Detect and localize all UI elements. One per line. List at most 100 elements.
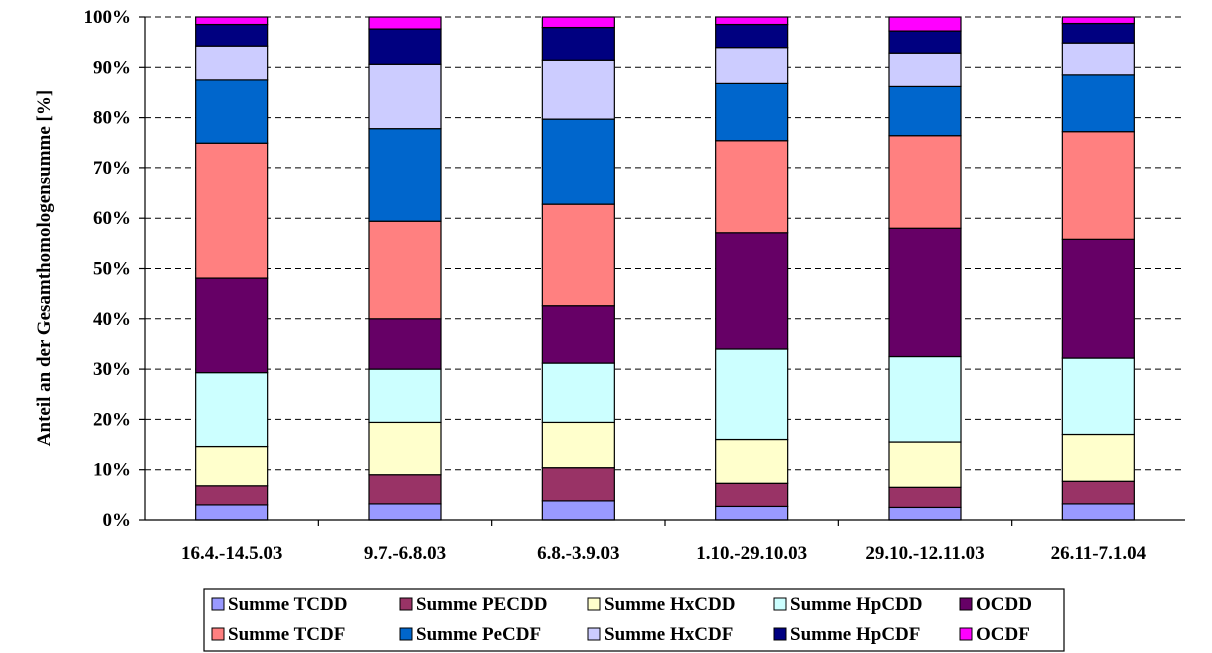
bar-segment [541, 26, 615, 61]
bar-segment [715, 505, 789, 521]
y-tick-label: 0% [103, 510, 132, 531]
bar-segment [1061, 22, 1135, 44]
bar-segment [368, 421, 442, 476]
x-tick-label: 9.7.-6.8.03 [364, 543, 446, 564]
bar-segment [888, 85, 962, 137]
bar-segment [195, 79, 269, 144]
y-tick-label: 90% [93, 57, 131, 78]
bar-segment [888, 227, 962, 358]
bar-segment [1061, 503, 1135, 521]
legend-label: Summe TCDF [228, 624, 345, 645]
y-tick-labels: 0% 10% 20% 30% 40% 50% 60% 70% 80% 90% 100% [84, 7, 132, 531]
bar-segment [715, 140, 789, 234]
y-tick-label: 80% [93, 108, 131, 129]
axes [139, 16, 1185, 526]
bar-segment [195, 277, 269, 374]
bar-segment [1061, 42, 1135, 76]
bar-segment [1061, 74, 1135, 133]
bar-segment [368, 318, 442, 370]
legend-label: Summe PECDD [416, 594, 547, 615]
y-tick-label: 60% [93, 208, 131, 229]
bar-segment [195, 485, 269, 506]
legend-label: Summe TCDD [228, 594, 347, 615]
bar-segment [541, 203, 615, 307]
legend-swatch [587, 627, 601, 641]
bar-segment [888, 506, 962, 521]
legend-label: OCDD [976, 594, 1032, 615]
bar-segment [1061, 357, 1135, 436]
bar-segment [715, 23, 789, 49]
y-tick-label: 50% [93, 259, 131, 280]
y-tick-label: 100% [84, 7, 132, 28]
legend-swatch [773, 627, 787, 641]
bar-segment [541, 16, 615, 29]
legend-label: OCDF [976, 624, 1030, 645]
x-tick-label: 26.11-7.1.04 [1051, 543, 1147, 564]
bar-segment [368, 16, 442, 30]
legend-label: Summe PeCDF [416, 624, 541, 645]
bar-segment [195, 445, 269, 487]
bar-segment [541, 421, 615, 469]
bar-segment [195, 504, 269, 521]
bar-segment [541, 59, 615, 120]
legend-label: Summe HpCDF [790, 624, 920, 645]
y-tick-label: 20% [93, 409, 131, 430]
legend-box [203, 588, 1065, 652]
legend-swatch [773, 597, 787, 611]
bar-segment [368, 28, 442, 65]
legend-swatch [959, 627, 973, 641]
bar-segment [715, 232, 789, 350]
bar-segment [195, 142, 269, 279]
bar-segment [195, 45, 269, 81]
legend-swatch [399, 597, 413, 611]
bar-segment [368, 220, 442, 320]
bar-segment [368, 474, 442, 505]
bar-segment [195, 16, 269, 26]
legend-label: Summe HpCDD [790, 594, 922, 615]
bar-segment [368, 128, 442, 222]
x-tick-label: 1.10.-29.10.03 [696, 543, 807, 564]
bar-segment [888, 16, 962, 32]
bar-segment [715, 438, 789, 484]
bar-segment [195, 372, 269, 448]
y-tick-label: 10% [93, 460, 131, 481]
x-tick-label: 29.10.-12.11.03 [865, 543, 984, 564]
x-tick-label: 6.8.-3.9.03 [537, 543, 619, 564]
legend-swatch [959, 597, 973, 611]
legend: Summe TCDD Summe PECDD Summe HxCDD Summe Hp… [203, 588, 1065, 652]
legend-label: Summe HxCDD [604, 594, 735, 615]
legend-label: Summe HxCDF [604, 624, 733, 645]
bar-segment [888, 135, 962, 229]
legend-swatch [211, 627, 225, 641]
bar-segment [541, 118, 615, 205]
legend-swatch [587, 597, 601, 611]
bar-segment [195, 23, 269, 47]
bar-segment [715, 47, 789, 84]
bar-segment [541, 467, 615, 502]
bar-segment [1061, 131, 1135, 240]
bars [195, 16, 1135, 521]
bar-segment [715, 16, 789, 26]
bar-segment [888, 52, 962, 88]
bar-segment [1061, 433, 1135, 482]
bar-segment [1061, 480, 1135, 505]
bar-segment [541, 500, 615, 521]
y-axis-label: Anteil an der Gesamthomologensumme [%] [34, 90, 55, 446]
y-tick-label: 70% [93, 158, 131, 179]
bar-segment [368, 63, 442, 130]
y-tick-label: 30% [93, 359, 131, 380]
gridlines [145, 16, 1185, 471]
bar-segment [888, 486, 962, 509]
x-tick-labels: 16.4.-14.5.03 9.7.-6.8.03 6.8.-3.9.03 1.10.… [181, 543, 1147, 564]
legend-swatch [211, 597, 225, 611]
legend-swatch [399, 627, 413, 641]
bar-segment [1061, 16, 1135, 25]
x-tick-label: 16.4.-14.5.03 [181, 543, 282, 564]
bar-segment [1061, 238, 1135, 359]
bar-segment [888, 355, 962, 443]
bar-segment [715, 82, 789, 142]
bar-segment [888, 30, 962, 54]
bar-segment [368, 503, 442, 521]
bar-segment [888, 441, 962, 488]
